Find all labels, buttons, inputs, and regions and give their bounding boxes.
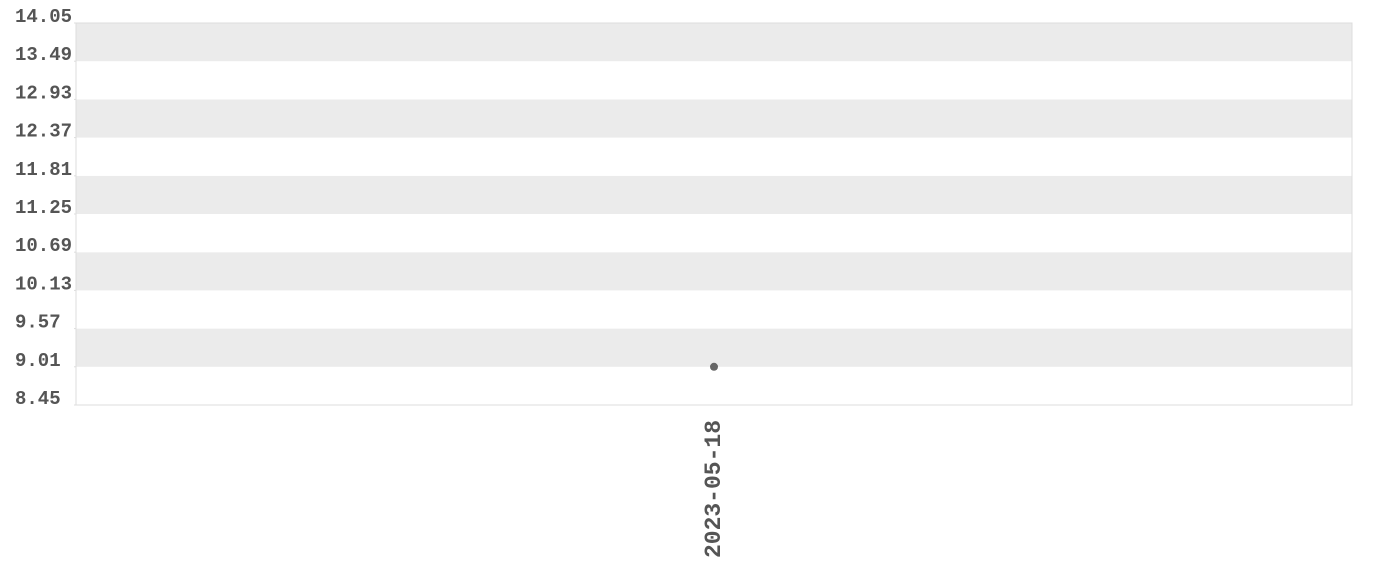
grid-band xyxy=(76,290,1352,329)
grid-band xyxy=(76,23,1352,62)
y-tick-label: 9.01 xyxy=(15,350,61,372)
grid-band xyxy=(76,214,1352,253)
y-tick-label: 10.13 xyxy=(15,273,72,295)
grid-band xyxy=(76,328,1352,367)
y-tick-label: 9.57 xyxy=(15,312,61,334)
y-tick-label: 11.81 xyxy=(15,159,72,181)
y-tick-label: 12.93 xyxy=(15,82,72,104)
grid-band xyxy=(76,366,1352,405)
grid-band xyxy=(76,99,1352,138)
y-tick-label: 14.05 xyxy=(15,6,72,28)
grid-band xyxy=(76,137,1352,176)
y-tick-label: 13.49 xyxy=(15,44,72,66)
grid-band xyxy=(76,252,1352,291)
grid-band xyxy=(76,61,1352,100)
y-tick-label: 11.25 xyxy=(15,197,72,219)
y-tick-label: 10.69 xyxy=(15,235,72,257)
grid-band xyxy=(76,175,1352,214)
y-tick-label: 12.37 xyxy=(15,121,72,143)
x-tick-label: 2023-05-18 xyxy=(701,420,727,558)
y-tick-label: 8.45 xyxy=(15,388,61,410)
point xyxy=(710,362,718,371)
